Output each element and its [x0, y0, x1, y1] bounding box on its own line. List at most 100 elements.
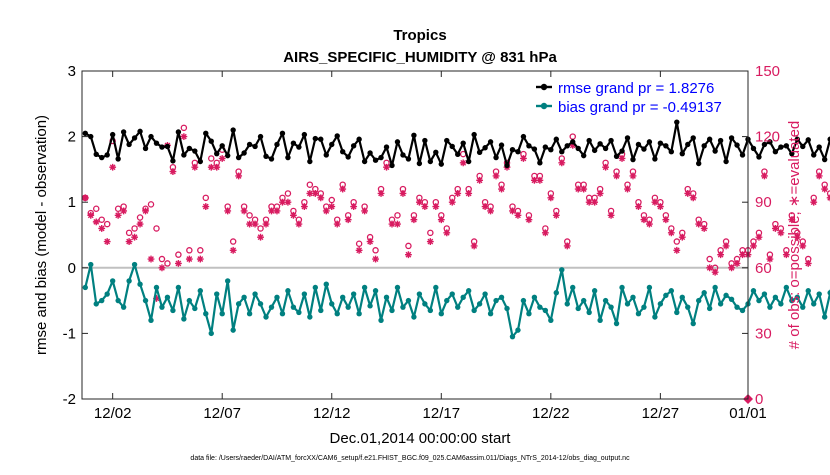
rmse-point: [329, 141, 335, 148]
bias-point: [789, 297, 795, 304]
bias-point: [498, 294, 505, 301]
bias-point: [559, 267, 565, 273]
obs-evaluated-point: [114, 211, 122, 219]
obs-possible-point: [372, 247, 379, 254]
rmse-point: [646, 139, 653, 145]
bias-point: [170, 307, 176, 314]
bias-point: [104, 291, 110, 297]
bias-point: [613, 320, 620, 327]
y-left-tick-label: 2: [68, 129, 76, 146]
rmse-point: [257, 133, 264, 140]
obs-evaluated-point: [92, 218, 100, 226]
bias-point: [115, 297, 121, 304]
legend-bias-marker: [540, 102, 548, 110]
rmse-point: [723, 158, 729, 165]
bias-point: [159, 304, 165, 310]
obs-evaluated-point: [481, 203, 489, 210]
rmse-point: [794, 136, 800, 142]
obs-evaluated-point: [268, 207, 275, 215]
rmse-point: [624, 135, 631, 141]
x-tick-label: 12/22: [532, 405, 570, 422]
obs-evaluated-point: [733, 260, 741, 267]
obs-evaluated-point: [487, 207, 494, 215]
rmse-point: [548, 147, 554, 153]
rmse-point: [509, 147, 516, 153]
obs-possible-point: [673, 238, 681, 245]
bias-point: [542, 307, 549, 314]
rmse-point: [312, 135, 319, 142]
rmse-point: [553, 136, 560, 142]
obs-evaluated-point: [328, 203, 336, 210]
obs-evaluated-point: [793, 233, 801, 241]
obs-evaluated-point: [317, 194, 325, 202]
rmse-point: [411, 132, 417, 138]
rmse-point: [170, 158, 176, 164]
obs-evaluated-point: [295, 220, 303, 228]
rmse-point: [416, 160, 423, 167]
obs-possible-point: [306, 181, 314, 188]
obs-possible-point: [147, 201, 155, 208]
bias-point: [772, 294, 779, 301]
rmse-point: [356, 136, 362, 142]
rmse-point: [750, 145, 757, 152]
y-right-tick-label: 30: [755, 325, 772, 342]
rmse-point: [597, 141, 603, 147]
obs-evaluated-point: [142, 207, 149, 215]
obs-possible-point: [158, 255, 166, 263]
bias-point: [487, 311, 494, 317]
obs-evaluated-point: [284, 198, 292, 206]
bias-point: [312, 284, 319, 291]
rmse-point: [109, 131, 116, 138]
rmse-point: [427, 158, 434, 165]
obs-evaluated-point: [383, 163, 390, 171]
rmse-point: [208, 138, 214, 144]
rmse-point: [120, 129, 127, 135]
rmse-point: [739, 152, 746, 158]
rmse-point: [690, 135, 696, 141]
x-tick-label: 12/27: [642, 405, 680, 422]
rmse-point: [235, 154, 242, 161]
bias-point: [624, 301, 631, 307]
obs-evaluated-point: [421, 203, 429, 210]
bias-point: [307, 314, 313, 320]
legend-bias-label: bias grand pr = -0.49137: [558, 99, 722, 116]
obs-evaluated-point: [563, 242, 571, 250]
rmse-point: [367, 150, 373, 156]
rmse-point: [241, 150, 247, 156]
y-right-tick-label: 150: [755, 63, 780, 80]
rmse-point: [131, 135, 138, 141]
obs-evaluated-point: [415, 198, 423, 206]
obs-evaluated-point: [755, 233, 763, 241]
obs-evaluated-point: [711, 268, 719, 276]
bias-point: [816, 291, 822, 297]
data-file-footer: data file: /Users/raeder/DAI/ATM_forcXX/…: [190, 455, 630, 462]
bias-point: [630, 294, 636, 301]
bias-point: [756, 297, 762, 304]
y-right-tick-label: 0: [755, 391, 763, 408]
bias-point: [378, 317, 384, 323]
obs-evaluated-point: [240, 207, 248, 215]
y-left-tick-label: 0: [68, 260, 76, 277]
obs-evaluated-point: [695, 220, 703, 228]
obs-possible-point: [394, 212, 401, 219]
rmse-point: [159, 144, 165, 150]
bias-point: [367, 303, 373, 309]
rmse-point: [307, 158, 313, 165]
bias-point: [449, 291, 455, 297]
bias-point: [674, 309, 680, 316]
obs-evaluated-point: [465, 190, 473, 197]
obs-evaluated-point: [459, 159, 467, 167]
rmse-point: [148, 133, 154, 140]
obs-possible-point: [257, 225, 264, 232]
bias-point: [285, 288, 291, 294]
bias-point: [701, 290, 707, 296]
obs-possible-point: [92, 205, 100, 213]
rmse-point: [383, 144, 390, 150]
bias-point: [334, 311, 340, 317]
bias-point: [657, 301, 664, 307]
bias-point: [471, 307, 477, 314]
obs-evaluated-point: [405, 251, 412, 259]
rmse-point: [657, 140, 664, 146]
obs-evaluated-point: [322, 207, 330, 215]
